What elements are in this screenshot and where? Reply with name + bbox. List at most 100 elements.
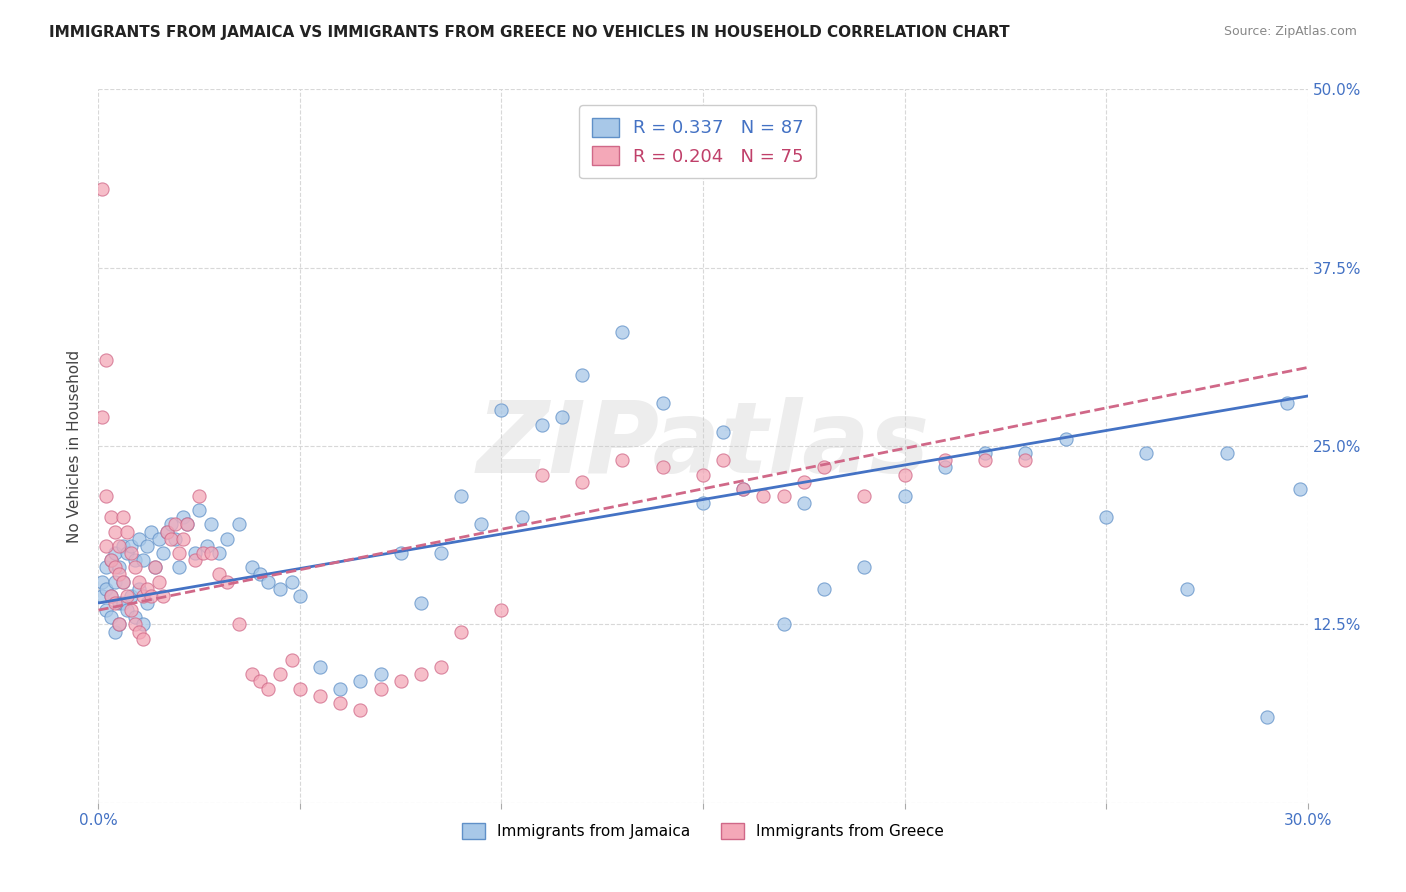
Point [612,453,634,467]
Point [309,689,332,703]
Point [148,574,170,589]
Point [111,539,134,553]
Point [128,624,150,639]
Point [163,517,186,532]
Point [349,703,371,717]
Y-axis label: No Vehicles in Household: No Vehicles in Household [67,350,83,542]
Point [115,524,138,539]
Point [100,510,122,524]
Point [100,553,122,567]
Text: ZIPatlas: ZIPatlas [477,398,929,494]
Text: Source: ZipAtlas.com: Source: ZipAtlas.com [1223,25,1357,38]
Point [128,532,150,546]
Point [228,617,250,632]
Point [103,574,125,589]
Point [551,410,574,425]
Point [152,589,174,603]
Point [491,603,513,617]
Point [409,596,432,610]
Point [193,546,215,560]
Point [281,574,304,589]
Point [103,560,125,574]
Point [651,460,673,475]
Point [148,532,170,546]
Point [156,524,179,539]
Point [974,453,997,467]
Point [103,624,125,639]
Point [128,574,150,589]
Point [100,610,122,624]
Point [111,574,134,589]
Point [115,603,138,617]
Point [107,617,129,632]
Point [160,532,183,546]
Point [167,560,190,574]
Point [389,674,412,689]
Point [651,396,673,410]
Point [1135,446,1157,460]
Point [1216,446,1239,460]
Point [200,546,222,560]
Point [96,539,118,553]
Point [143,560,166,574]
Point [893,489,915,503]
Point [813,582,835,596]
Point [329,696,352,710]
Point [1175,582,1198,596]
Point [100,589,122,603]
Point [96,560,118,574]
Point [281,653,304,667]
Point [107,567,129,582]
Point [163,532,186,546]
Point [188,489,211,503]
Point [107,560,129,574]
Point [115,589,138,603]
Point [450,489,472,503]
Point [184,546,207,560]
Point [530,417,553,432]
Point [91,589,114,603]
Point [389,546,412,560]
Point [132,553,155,567]
Point [793,475,815,489]
Point [1288,482,1310,496]
Point [120,546,142,560]
Point [430,660,453,674]
Point [612,325,634,339]
Point [249,674,271,689]
Point [100,553,122,567]
Point [974,446,997,460]
Point [156,524,179,539]
Point [692,496,714,510]
Point [208,546,231,560]
Legend: Immigrants from Jamaica, Immigrants from Greece: Immigrants from Jamaica, Immigrants from… [456,817,950,845]
Point [120,603,142,617]
Point [733,482,755,496]
Point [711,453,734,467]
Point [571,368,593,382]
Point [96,489,118,503]
Point [349,674,371,689]
Point [103,546,125,560]
Point [853,560,876,574]
Point [1277,396,1299,410]
Point [124,560,146,574]
Point [249,567,271,582]
Point [772,489,794,503]
Point [510,510,533,524]
Point [793,496,815,510]
Point [176,517,198,532]
Point [409,667,432,681]
Point [288,589,311,603]
Point [124,553,146,567]
Point [450,624,472,639]
Point [128,582,150,596]
Point [91,182,114,196]
Point [240,560,263,574]
Point [813,460,835,475]
Point [120,589,142,603]
Point [107,539,129,553]
Point [470,517,492,532]
Point [188,503,211,517]
Point [103,524,125,539]
